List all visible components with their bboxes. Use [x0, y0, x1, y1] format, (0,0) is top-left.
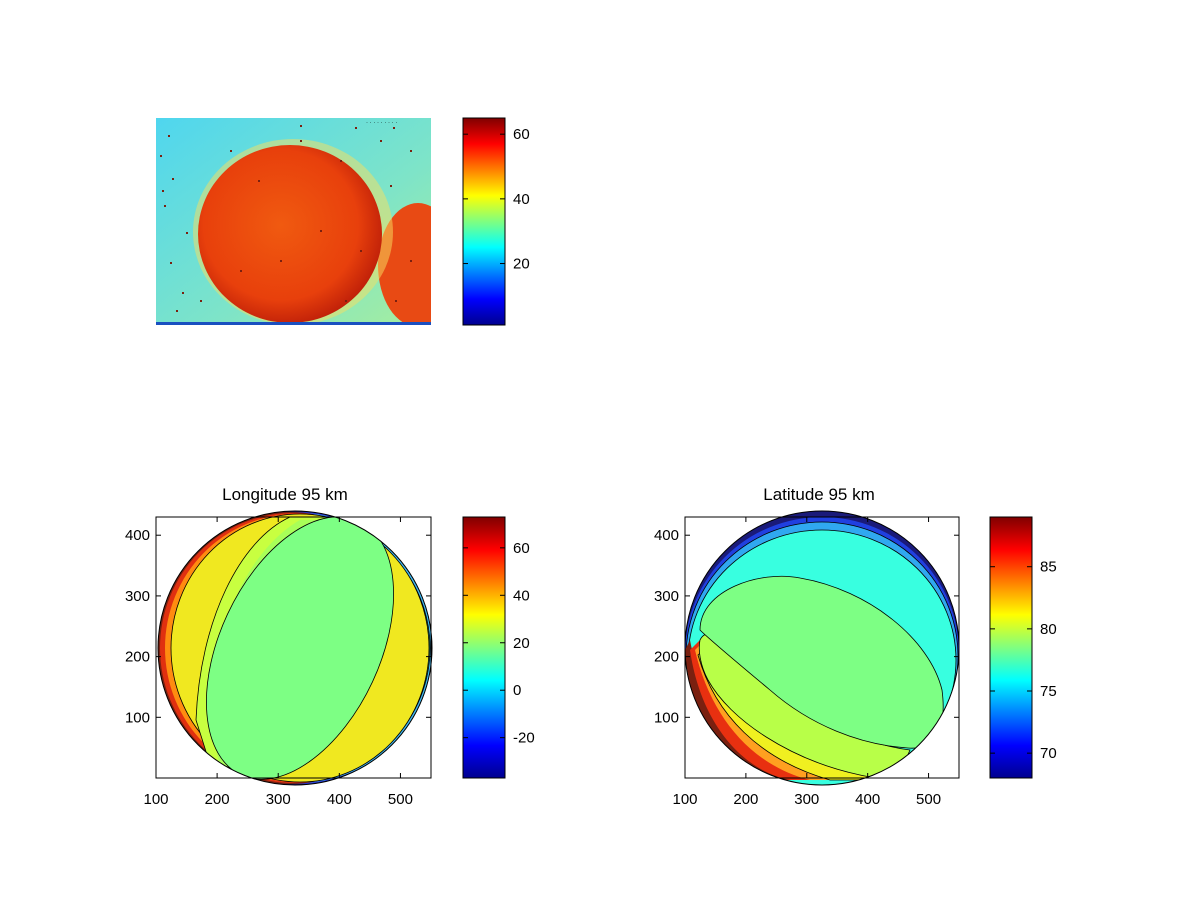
- image-speckle: [380, 140, 382, 142]
- latitude-axes-box: [684, 516, 960, 779]
- y-tick-label: 100: [125, 709, 150, 726]
- y-tick-label: 200: [125, 649, 150, 666]
- image-corner-mark: · · · · · · · · ·: [366, 120, 397, 126]
- x-tick-label: 100: [672, 791, 697, 808]
- image-speckle: [395, 300, 397, 302]
- image-speckle: [182, 292, 184, 294]
- image-speckle: [186, 232, 188, 234]
- x-tick-label: 400: [855, 791, 880, 808]
- y-tick-label: 200: [654, 649, 679, 666]
- image-speckle: [390, 185, 392, 187]
- latitude-panel: Latitude 95 km 100 200 300 400 500 100 200 300 4…: [654, 485, 960, 808]
- y-tick-label: 300: [654, 588, 679, 605]
- image-speckle: [176, 310, 178, 312]
- y-tick-label: 400: [654, 527, 679, 544]
- image-speckle: [160, 155, 162, 157]
- image-speckle: [230, 150, 232, 152]
- image-speckle: [240, 270, 242, 272]
- x-tick-label: 400: [327, 791, 352, 808]
- image-speckle: [410, 260, 412, 262]
- colorbar-1: 20 40 60: [462, 117, 530, 326]
- y-tick-label: 400: [125, 527, 150, 544]
- image-speckle: [320, 230, 322, 232]
- x-tick-label: 200: [205, 791, 230, 808]
- image-speckle: [340, 160, 342, 162]
- colorbar-tick-label: 40: [513, 191, 530, 208]
- image-speckle: [168, 135, 170, 137]
- longitude-axes-box: [155, 516, 432, 779]
- colorbar-3: 70 75 80 85: [989, 516, 1057, 779]
- image-speckle: [345, 300, 347, 302]
- image-bottom-strip: [156, 322, 431, 325]
- colorbar-1-ramp: [462, 117, 506, 326]
- image-speckle: [355, 127, 357, 129]
- image-speckle: [200, 300, 202, 302]
- image-speckle: [300, 140, 302, 142]
- y-tick-label: 100: [654, 709, 679, 726]
- colorbar-tick-label: 85: [1040, 559, 1057, 576]
- longitude-band-green2: [212, 520, 335, 780]
- x-tick-label: 500: [388, 791, 413, 808]
- x-tick-label: 500: [916, 791, 941, 808]
- longitude-disk-outline: [157, 510, 433, 786]
- image-speckle: [162, 190, 164, 192]
- image-panel: · · · · · · · · ·: [156, 118, 431, 325]
- colorbar-tick-label: 60: [513, 126, 530, 143]
- y-tick-label: 300: [125, 588, 150, 605]
- image-speckle: [280, 260, 282, 262]
- image-speckle: [410, 150, 412, 152]
- x-tick-label: 300: [794, 791, 819, 808]
- latitude-bottom-red: [690, 640, 885, 780]
- image-speckle: [172, 178, 174, 180]
- latitude-title: Latitude 95 km: [763, 485, 875, 504]
- x-tick-label: 200: [733, 791, 758, 808]
- colorbar-tick-label: -20: [513, 730, 535, 747]
- image-speckle: [393, 127, 395, 129]
- image-speckle: [258, 180, 260, 182]
- colorbar-2-ramp: [462, 516, 506, 779]
- colorbar-tick-label: 75: [1040, 683, 1057, 700]
- colorbar-tick-label: 40: [513, 587, 530, 604]
- colorbar-tick-label: 20: [513, 635, 530, 652]
- colorbar-2: -20 0 20 40 60: [462, 516, 535, 779]
- image-speckle: [360, 250, 362, 252]
- x-tick-label: 300: [266, 791, 291, 808]
- image-speckle: [300, 125, 302, 127]
- image-speckle: [164, 205, 166, 207]
- colorbar-tick-label: 60: [513, 540, 530, 557]
- x-tick-label: 100: [143, 791, 168, 808]
- longitude-title: Longitude 95 km: [222, 485, 348, 504]
- colorbar-tick-label: 0: [513, 682, 521, 699]
- disk: [198, 145, 382, 323]
- colorbar-tick-label: 70: [1040, 745, 1057, 762]
- colorbar-tick-label: 20: [513, 256, 530, 273]
- colorbar-tick-label: 80: [1040, 621, 1057, 638]
- image-speckle: [170, 262, 172, 264]
- colorbar-3-ramp: [989, 516, 1033, 779]
- longitude-panel: Longitude 95 km 100 200 300 400 500 100 200 300…: [125, 485, 433, 808]
